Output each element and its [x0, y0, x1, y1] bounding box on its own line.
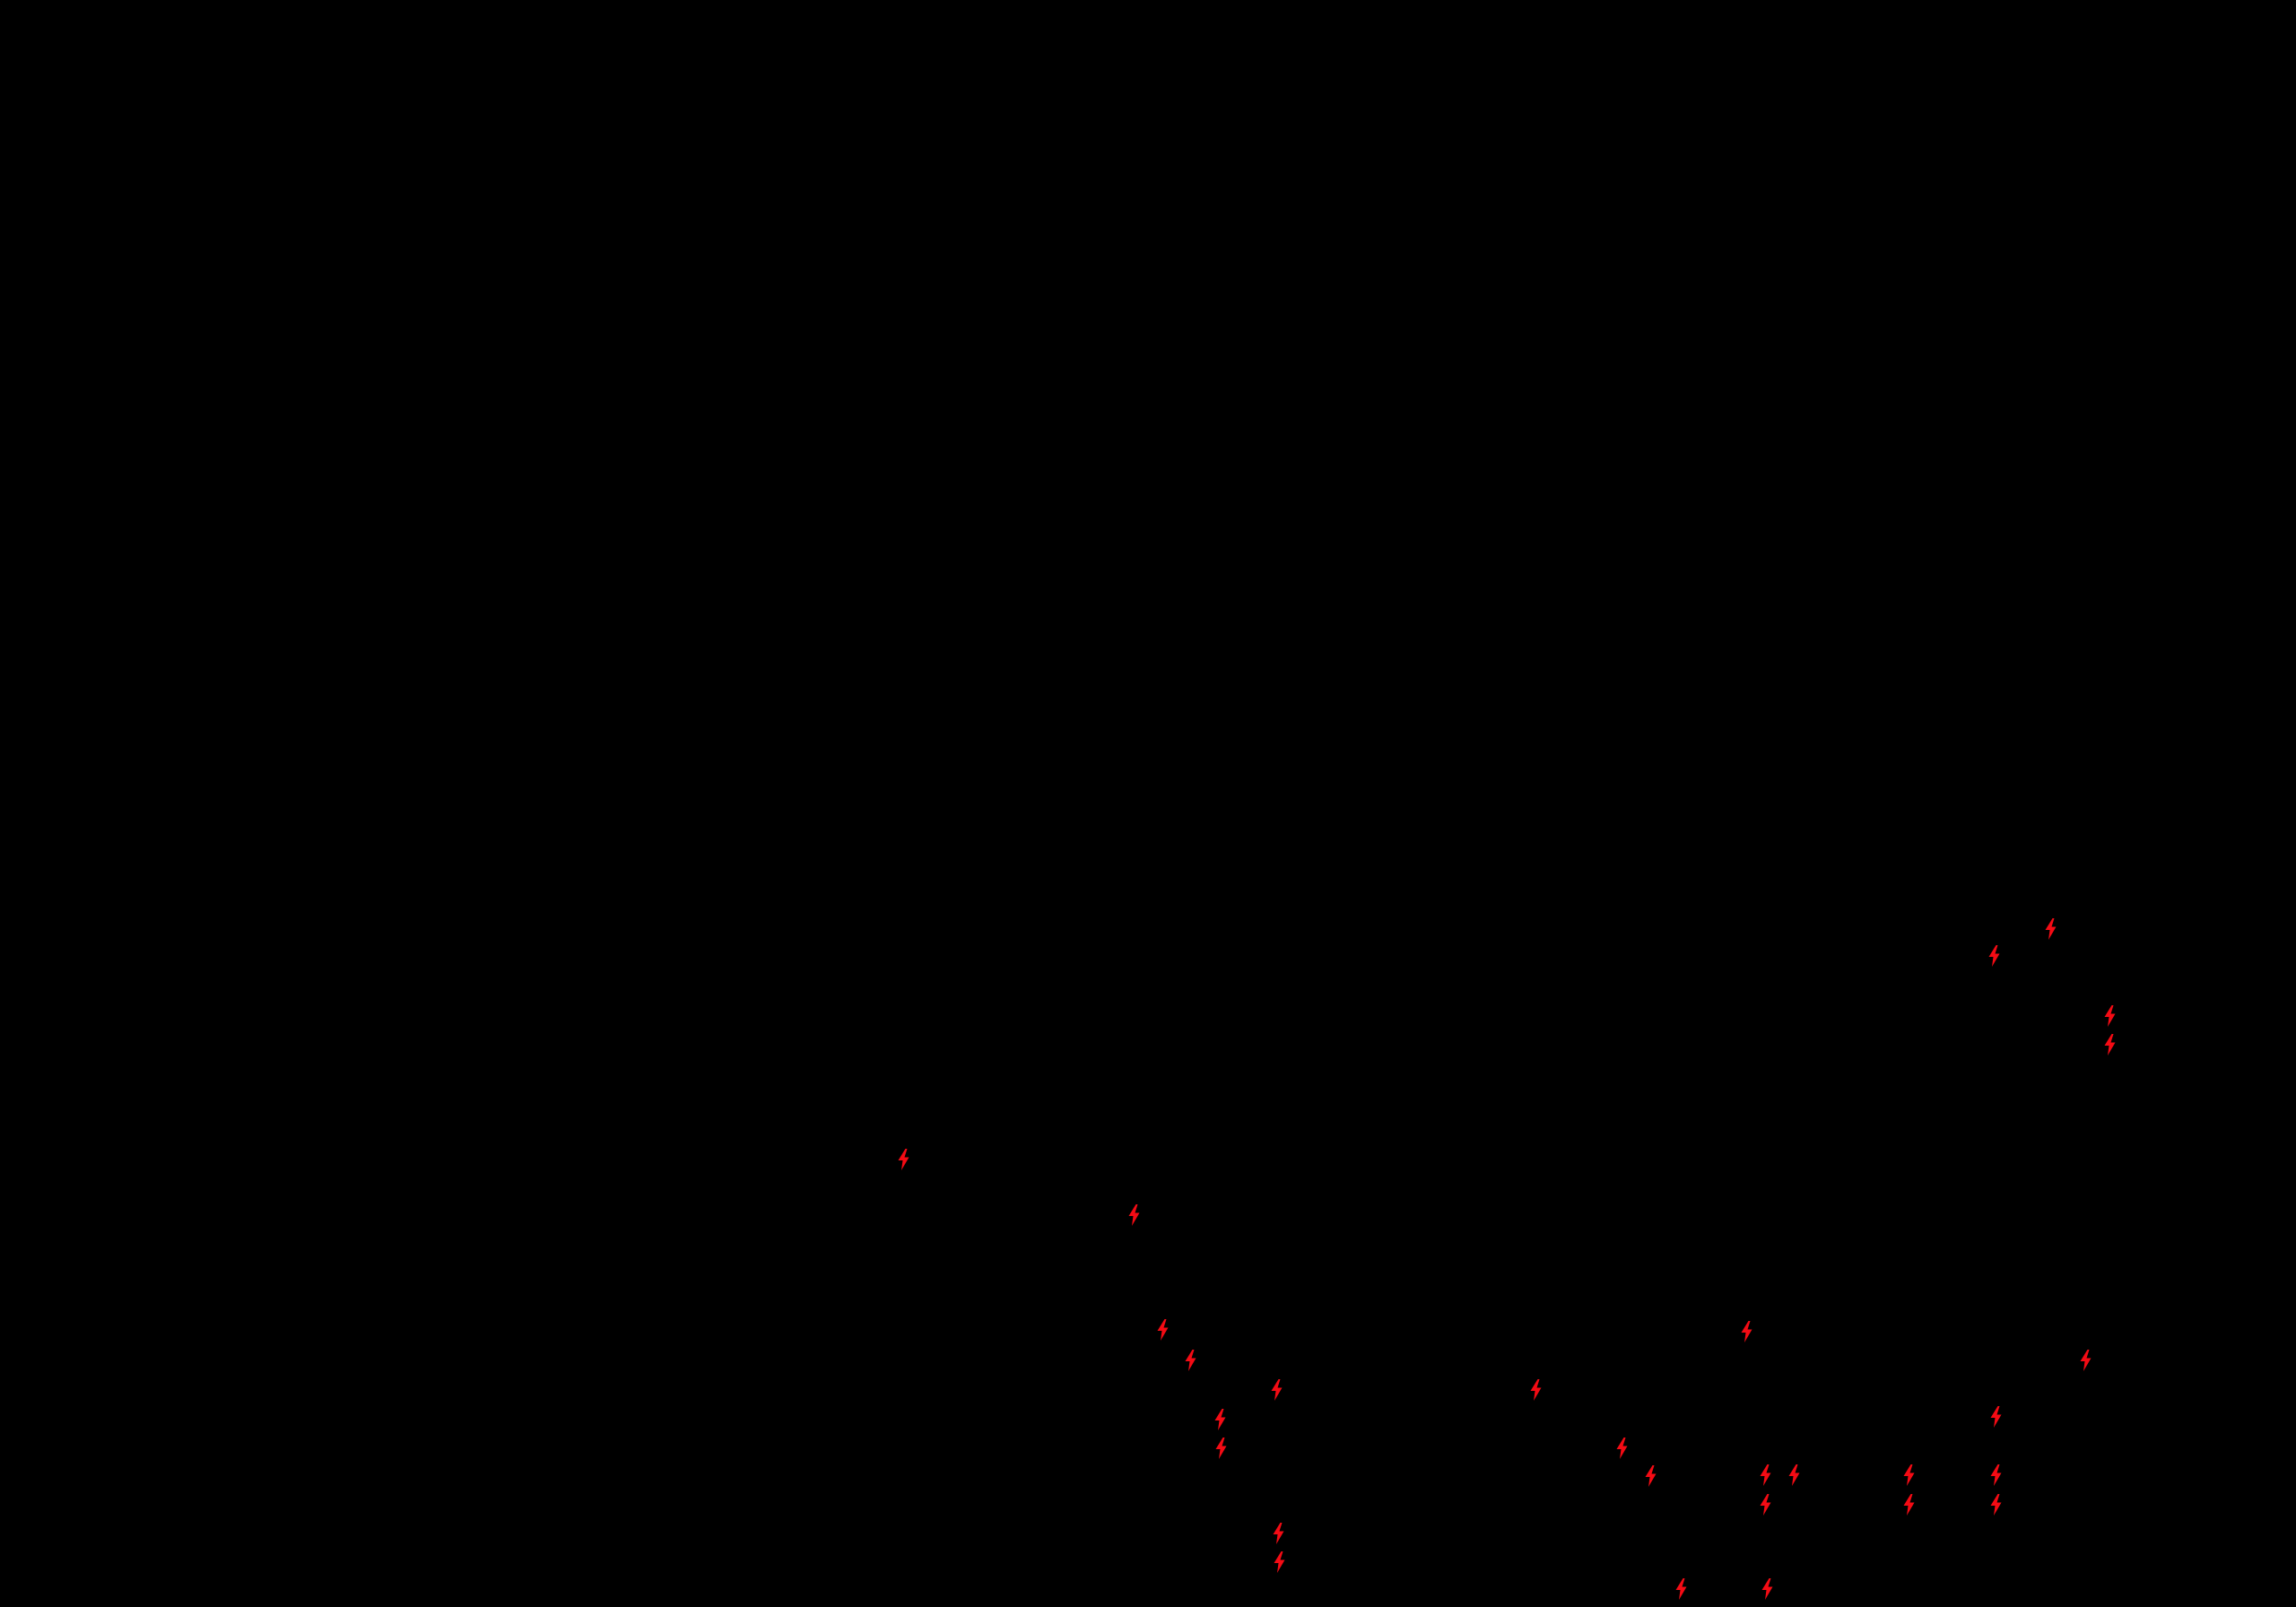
lightning-strike-marker[interactable] — [2078, 1349, 2092, 1372]
lightning-bolt-icon — [1675, 1578, 1687, 1600]
lightning-strike-marker[interactable] — [1183, 1349, 1197, 1372]
lightning-strike-marker[interactable] — [2102, 1033, 2117, 1056]
lightning-bolt-icon — [1530, 1379, 1542, 1401]
lightning-bolt-icon — [1988, 945, 2000, 967]
lightning-strike-marker[interactable] — [1213, 1437, 1228, 1460]
lightning-bolt-icon — [1990, 1406, 2002, 1428]
lightning-bolt-icon — [2045, 918, 2057, 940]
lightning-bolt-icon — [1760, 1464, 1771, 1486]
lightning-strike-marker[interactable] — [1987, 944, 2001, 968]
lightning-bolt-icon — [1903, 1464, 1915, 1486]
lightning-bolt-icon — [2104, 1034, 2116, 1055]
lightning-bolt-icon — [2104, 1005, 2116, 1027]
lightning-strike-marker[interactable] — [1674, 1577, 1688, 1601]
lightning-strike-marker[interactable] — [1787, 1464, 1801, 1487]
lightning-strike-marker[interactable] — [1901, 1493, 1916, 1516]
lightning-strike-marker[interactable] — [1155, 1318, 1170, 1342]
lightning-strike-marker[interactable] — [1269, 1378, 1283, 1402]
lightning-bolt-icon — [1645, 1465, 1657, 1487]
lightning-bolt-icon — [1616, 1438, 1628, 1459]
lightning-strike-marker[interactable] — [1272, 1551, 1286, 1574]
lightning-bolt-icon — [1128, 1204, 1140, 1226]
lightning-bolt-icon — [1273, 1523, 1284, 1544]
lightning-bolt-icon — [1214, 1409, 1226, 1430]
lightning-strike-marker[interactable] — [2102, 1004, 2117, 1028]
lightning-bolt-icon — [1741, 1321, 1752, 1342]
lightning-bolt-icon — [1185, 1350, 1196, 1371]
lightning-bolt-icon — [1271, 1379, 1283, 1401]
lightning-bolt-icon — [1990, 1464, 2002, 1486]
lightning-bolt-icon — [1761, 1578, 1773, 1600]
lightning-bolt-icon — [1157, 1319, 1169, 1341]
lightning-strike-marker[interactable] — [1988, 1464, 2003, 1487]
lightning-strike-marker[interactable] — [1758, 1493, 1772, 1516]
lightning-strike-marker[interactable] — [1528, 1378, 1543, 1402]
lightning-bolt-icon — [1990, 1494, 2002, 1516]
lightning-strike-marker[interactable] — [1126, 1203, 1141, 1227]
lightning-strike-marker[interactable] — [1213, 1408, 1227, 1431]
lightning-strike-marker[interactable] — [1614, 1437, 1629, 1460]
lightning-bolt-icon — [2080, 1350, 2092, 1371]
lightning-strike-marker[interactable] — [1901, 1464, 1916, 1487]
lightning-strike-marker[interactable] — [1760, 1577, 1774, 1601]
lightning-strike-marker[interactable] — [1739, 1320, 1753, 1343]
lightning-strike-marker[interactable] — [1988, 1405, 2003, 1429]
lightning-bolt-icon — [1788, 1464, 1800, 1486]
lightning-bolt-icon — [1215, 1438, 1227, 1459]
lightning-strike-marker[interactable] — [2043, 917, 2057, 941]
lightning-bolt-icon — [1903, 1494, 1915, 1516]
lightning-strike-marker[interactable] — [1988, 1493, 2003, 1516]
lightning-strike-marker[interactable] — [1758, 1464, 1772, 1487]
lightning-bolt-icon — [898, 1149, 909, 1170]
lightning-bolt-icon — [1760, 1494, 1771, 1516]
lightning-strike-marker[interactable] — [1271, 1522, 1285, 1545]
lightning-strike-marker[interactable] — [896, 1148, 910, 1171]
lightning-bolt-icon — [1274, 1551, 1285, 1573]
lightning-strike-marker[interactable] — [1643, 1464, 1657, 1488]
